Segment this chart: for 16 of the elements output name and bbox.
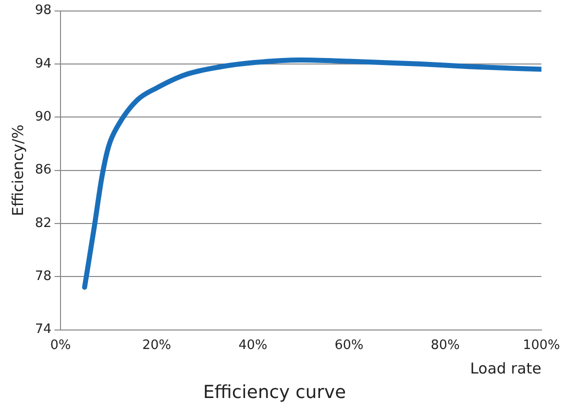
x-tick-label: 100% — [522, 338, 560, 353]
x-tick-label: 60% — [334, 338, 364, 353]
y-tick-label: 98 — [34, 3, 52, 18]
x-axis-title: Load rate — [470, 359, 542, 378]
y-tick-label: 94 — [34, 56, 52, 72]
y-tick-label: 78 — [34, 269, 52, 284]
x-tick-label: 0% — [50, 338, 71, 353]
x-tick-label: 40% — [238, 338, 268, 353]
y-tick-label: 86 — [34, 162, 52, 178]
y-tick-label: 82 — [34, 216, 52, 231]
x-tick-label: 80% — [430, 338, 460, 353]
y-axis-title: Efficiency/% — [8, 124, 27, 216]
y-tick-label: 74 — [34, 322, 52, 338]
text: Efficiency curve — [203, 382, 346, 403]
y-tick-label: 90 — [34, 110, 52, 125]
x-tick-label: 20% — [142, 338, 172, 353]
